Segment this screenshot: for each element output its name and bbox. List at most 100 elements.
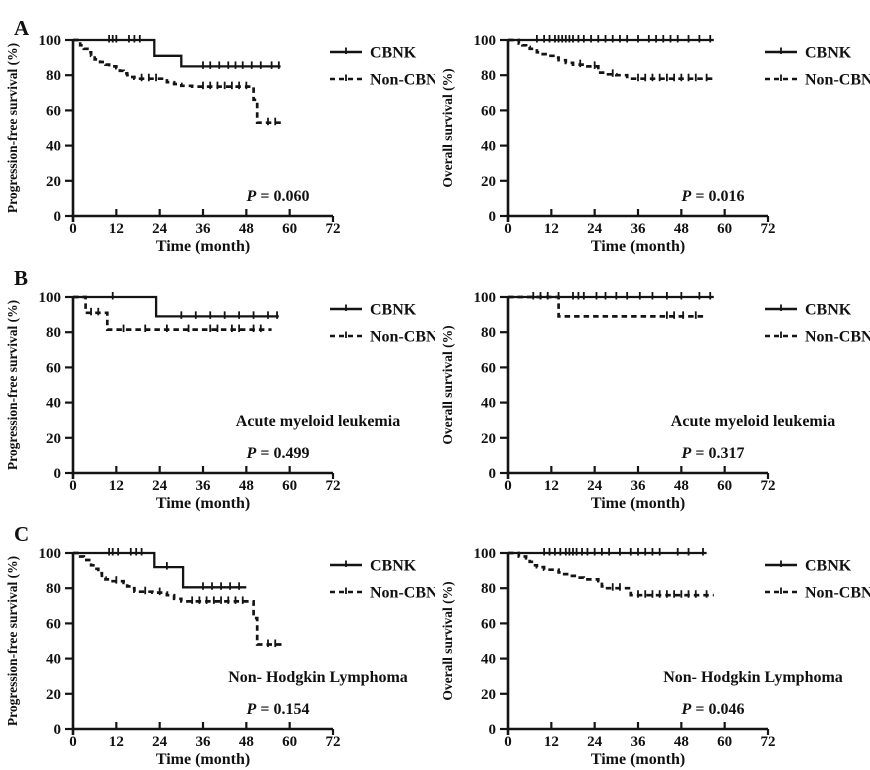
x-tick-label: 60 bbox=[717, 734, 732, 750]
x-tick-label: 24 bbox=[587, 734, 603, 750]
y-tick-label: 100 bbox=[39, 290, 62, 306]
x-tick-label: 72 bbox=[761, 221, 776, 237]
x-tick-label: 36 bbox=[631, 221, 647, 237]
x-tick-label: 12 bbox=[109, 734, 124, 750]
y-tick-label: 20 bbox=[481, 431, 496, 447]
x-axis-title: Time (month) bbox=[156, 751, 250, 768]
y-tick-label: 20 bbox=[46, 431, 61, 447]
x-axis-title: Time (month) bbox=[591, 495, 685, 512]
non-cbnk-curve bbox=[73, 295, 272, 331]
legend-label: CBNK bbox=[805, 302, 852, 319]
y-tick-label: 0 bbox=[489, 722, 497, 738]
y-axis-title: Progression-free survival (%) bbox=[5, 43, 20, 213]
y-axis-title: Overall survival (%) bbox=[440, 68, 455, 187]
legend-label: Non-CBNK bbox=[370, 329, 435, 346]
panel-b-right-os: 0 12 24 36 48 60 72 0 20 40 60 80 100 Overall surviva… bbox=[435, 257, 870, 514]
x-tick-label: 12 bbox=[109, 221, 124, 237]
km-plot-svg: 0 12 24 36 48 60 72 0 20 40 60 80 100 Progression-fre… bbox=[5, 290, 451, 512]
x-tick-label: 60 bbox=[282, 478, 297, 494]
y-tick-label: 40 bbox=[481, 652, 496, 668]
panel-label-b: B bbox=[14, 266, 29, 290]
panel-a-right-os: 0 12 24 36 48 60 72 0 20 40 60 80 100 Overall surviva… bbox=[435, 0, 870, 257]
x-tick-label: 48 bbox=[239, 478, 254, 494]
p-value: P = 0.046 bbox=[681, 701, 745, 718]
y-tick-label: 40 bbox=[46, 396, 61, 412]
x-tick-label: 48 bbox=[239, 734, 254, 750]
y-tick-label: 100 bbox=[39, 546, 62, 562]
x-tick-label: 36 bbox=[631, 734, 647, 750]
y-tick-label: 100 bbox=[474, 546, 497, 562]
p-value: P = 0.016 bbox=[681, 188, 745, 205]
y-tick-label: 20 bbox=[46, 687, 61, 703]
y-tick-label: 80 bbox=[46, 325, 61, 341]
y-axis-title: Overall survival (%) bbox=[440, 581, 455, 700]
y-axis-title: Overall survival (%) bbox=[440, 325, 455, 444]
non-cbnk-curve bbox=[508, 551, 714, 597]
non-cbnk-curve bbox=[73, 551, 283, 646]
x-tick-label: 72 bbox=[326, 478, 341, 494]
y-tick-label: 100 bbox=[474, 33, 497, 49]
panel-c-right-os: 0 12 24 36 48 60 72 0 20 40 60 80 100 Overall surviva… bbox=[435, 513, 870, 770]
x-axis-title: Time (month) bbox=[591, 238, 685, 255]
x-tick-label: 12 bbox=[544, 221, 559, 237]
x-tick-label: 0 bbox=[504, 221, 512, 237]
panel-label-a: A bbox=[14, 16, 30, 40]
km-plot-svg: 0 12 24 36 48 60 72 0 20 40 60 80 100 Progression-fre… bbox=[5, 33, 451, 255]
legend-label: Non-CBNK bbox=[370, 585, 435, 602]
x-tick-label: 72 bbox=[326, 221, 341, 237]
non-cbnk-curve bbox=[73, 38, 283, 125]
y-tick-label: 40 bbox=[481, 396, 496, 412]
legend-label: Non-CBNK bbox=[805, 329, 870, 346]
y-tick-label: 60 bbox=[481, 360, 496, 376]
x-tick-label: 24 bbox=[587, 478, 603, 494]
y-axis-title: Progression-free survival (%) bbox=[5, 556, 20, 726]
x-tick-label: 60 bbox=[282, 734, 297, 750]
y-tick-label: 80 bbox=[46, 68, 61, 84]
km-plot-svg: 0 12 24 36 48 60 72 0 20 40 60 80 100 Overall surviva… bbox=[440, 290, 870, 512]
y-tick-label: 40 bbox=[481, 139, 496, 155]
y-axis-title: Progression-free survival (%) bbox=[5, 300, 20, 470]
p-value: P = 0.060 bbox=[246, 188, 310, 205]
km-plot-svg: 0 12 24 36 48 60 72 0 20 40 60 80 100 Overall surviva… bbox=[440, 546, 870, 768]
legend-label: CBNK bbox=[370, 302, 417, 319]
y-tick-label: 60 bbox=[46, 360, 61, 376]
p-value: P = 0.317 bbox=[681, 445, 745, 462]
y-tick-label: 60 bbox=[46, 616, 61, 632]
legend-label: Non-CBNK bbox=[805, 72, 870, 89]
p-value: P = 0.499 bbox=[246, 445, 310, 462]
legend-label: CBNK bbox=[805, 45, 852, 62]
x-tick-label: 60 bbox=[717, 221, 732, 237]
panel-a-left-pfs: 0 12 24 36 48 60 72 0 20 40 60 80 100 Progression-fre… bbox=[0, 0, 451, 257]
x-tick-label: 36 bbox=[631, 478, 647, 494]
x-tick-label: 48 bbox=[239, 221, 254, 237]
panel-b-left-pfs: 0 12 24 36 48 60 72 0 20 40 60 80 100 Progression-fre… bbox=[0, 257, 451, 514]
legend-label: CBNK bbox=[805, 558, 852, 575]
y-tick-label: 80 bbox=[481, 581, 496, 597]
x-tick-label: 0 bbox=[69, 221, 77, 237]
non-cbnk-curve bbox=[508, 38, 714, 81]
x-axis-title: Time (month) bbox=[591, 751, 685, 768]
y-tick-label: 40 bbox=[46, 652, 61, 668]
y-tick-label: 0 bbox=[54, 722, 62, 738]
y-tick-label: 80 bbox=[481, 68, 496, 84]
p-value: P = 0.154 bbox=[246, 701, 310, 718]
y-tick-label: 80 bbox=[46, 581, 61, 597]
x-tick-label: 24 bbox=[587, 221, 603, 237]
y-tick-label: 20 bbox=[481, 174, 496, 190]
y-tick-label: 100 bbox=[474, 290, 497, 306]
x-tick-label: 72 bbox=[761, 734, 776, 750]
panel-label-c: C bbox=[14, 522, 30, 546]
x-tick-label: 24 bbox=[152, 221, 168, 237]
disease-annotation: Acute myeloid leukemia bbox=[236, 413, 400, 430]
x-tick-label: 12 bbox=[544, 478, 559, 494]
y-tick-label: 0 bbox=[54, 209, 62, 225]
y-tick-label: 80 bbox=[481, 325, 496, 341]
legend-label: CBNK bbox=[370, 45, 417, 62]
x-tick-label: 60 bbox=[282, 221, 297, 237]
x-tick-label: 36 bbox=[196, 478, 212, 494]
x-tick-label: 24 bbox=[152, 734, 168, 750]
legend-label: CBNK bbox=[370, 558, 417, 575]
y-tick-label: 60 bbox=[481, 103, 496, 119]
y-tick-label: 20 bbox=[46, 174, 61, 190]
